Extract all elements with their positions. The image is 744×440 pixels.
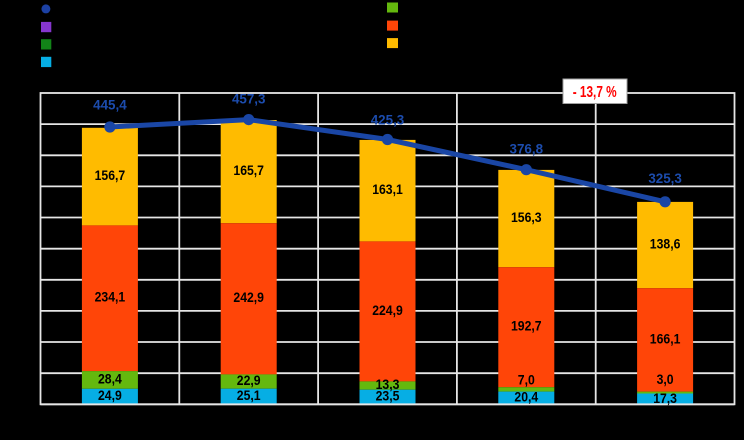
svg-text:3,0: 3,0 (657, 371, 674, 387)
svg-text:163,1: 163,1 (372, 181, 403, 197)
svg-text:445,4: 445,4 (93, 98, 127, 113)
svg-text:138,6: 138,6 (650, 236, 681, 252)
svg-text:234,1: 234,1 (95, 289, 126, 305)
svg-text:166,1: 166,1 (650, 330, 681, 346)
svg-text:156,3: 156,3 (511, 209, 542, 225)
svg-text:22,9: 22,9 (237, 372, 261, 388)
svg-text:20,4: 20,4 (514, 388, 538, 404)
svg-text:457,3: 457,3 (232, 92, 266, 107)
svg-text:156,7: 156,7 (95, 167, 126, 183)
svg-text:13,3: 13,3 (376, 376, 400, 392)
svg-text:376,8: 376,8 (510, 141, 544, 156)
svg-text:165,7: 165,7 (233, 162, 264, 178)
svg-text:- 13,7 %: - 13,7 % (573, 84, 617, 101)
svg-text:24,9: 24,9 (98, 387, 122, 403)
svg-text:224,9: 224,9 (372, 302, 403, 318)
svg-text:25,1: 25,1 (237, 387, 261, 403)
svg-text:7,0: 7,0 (518, 372, 535, 388)
svg-text:425,3: 425,3 (371, 112, 405, 127)
svg-text:17,3: 17,3 (653, 390, 677, 406)
svg-text:28,4: 28,4 (98, 370, 122, 386)
svg-text:23,5: 23,5 (376, 387, 400, 403)
svg-text:192,7: 192,7 (511, 318, 542, 334)
svg-text:242,9: 242,9 (233, 289, 264, 305)
svg-text:325,3: 325,3 (648, 171, 682, 186)
